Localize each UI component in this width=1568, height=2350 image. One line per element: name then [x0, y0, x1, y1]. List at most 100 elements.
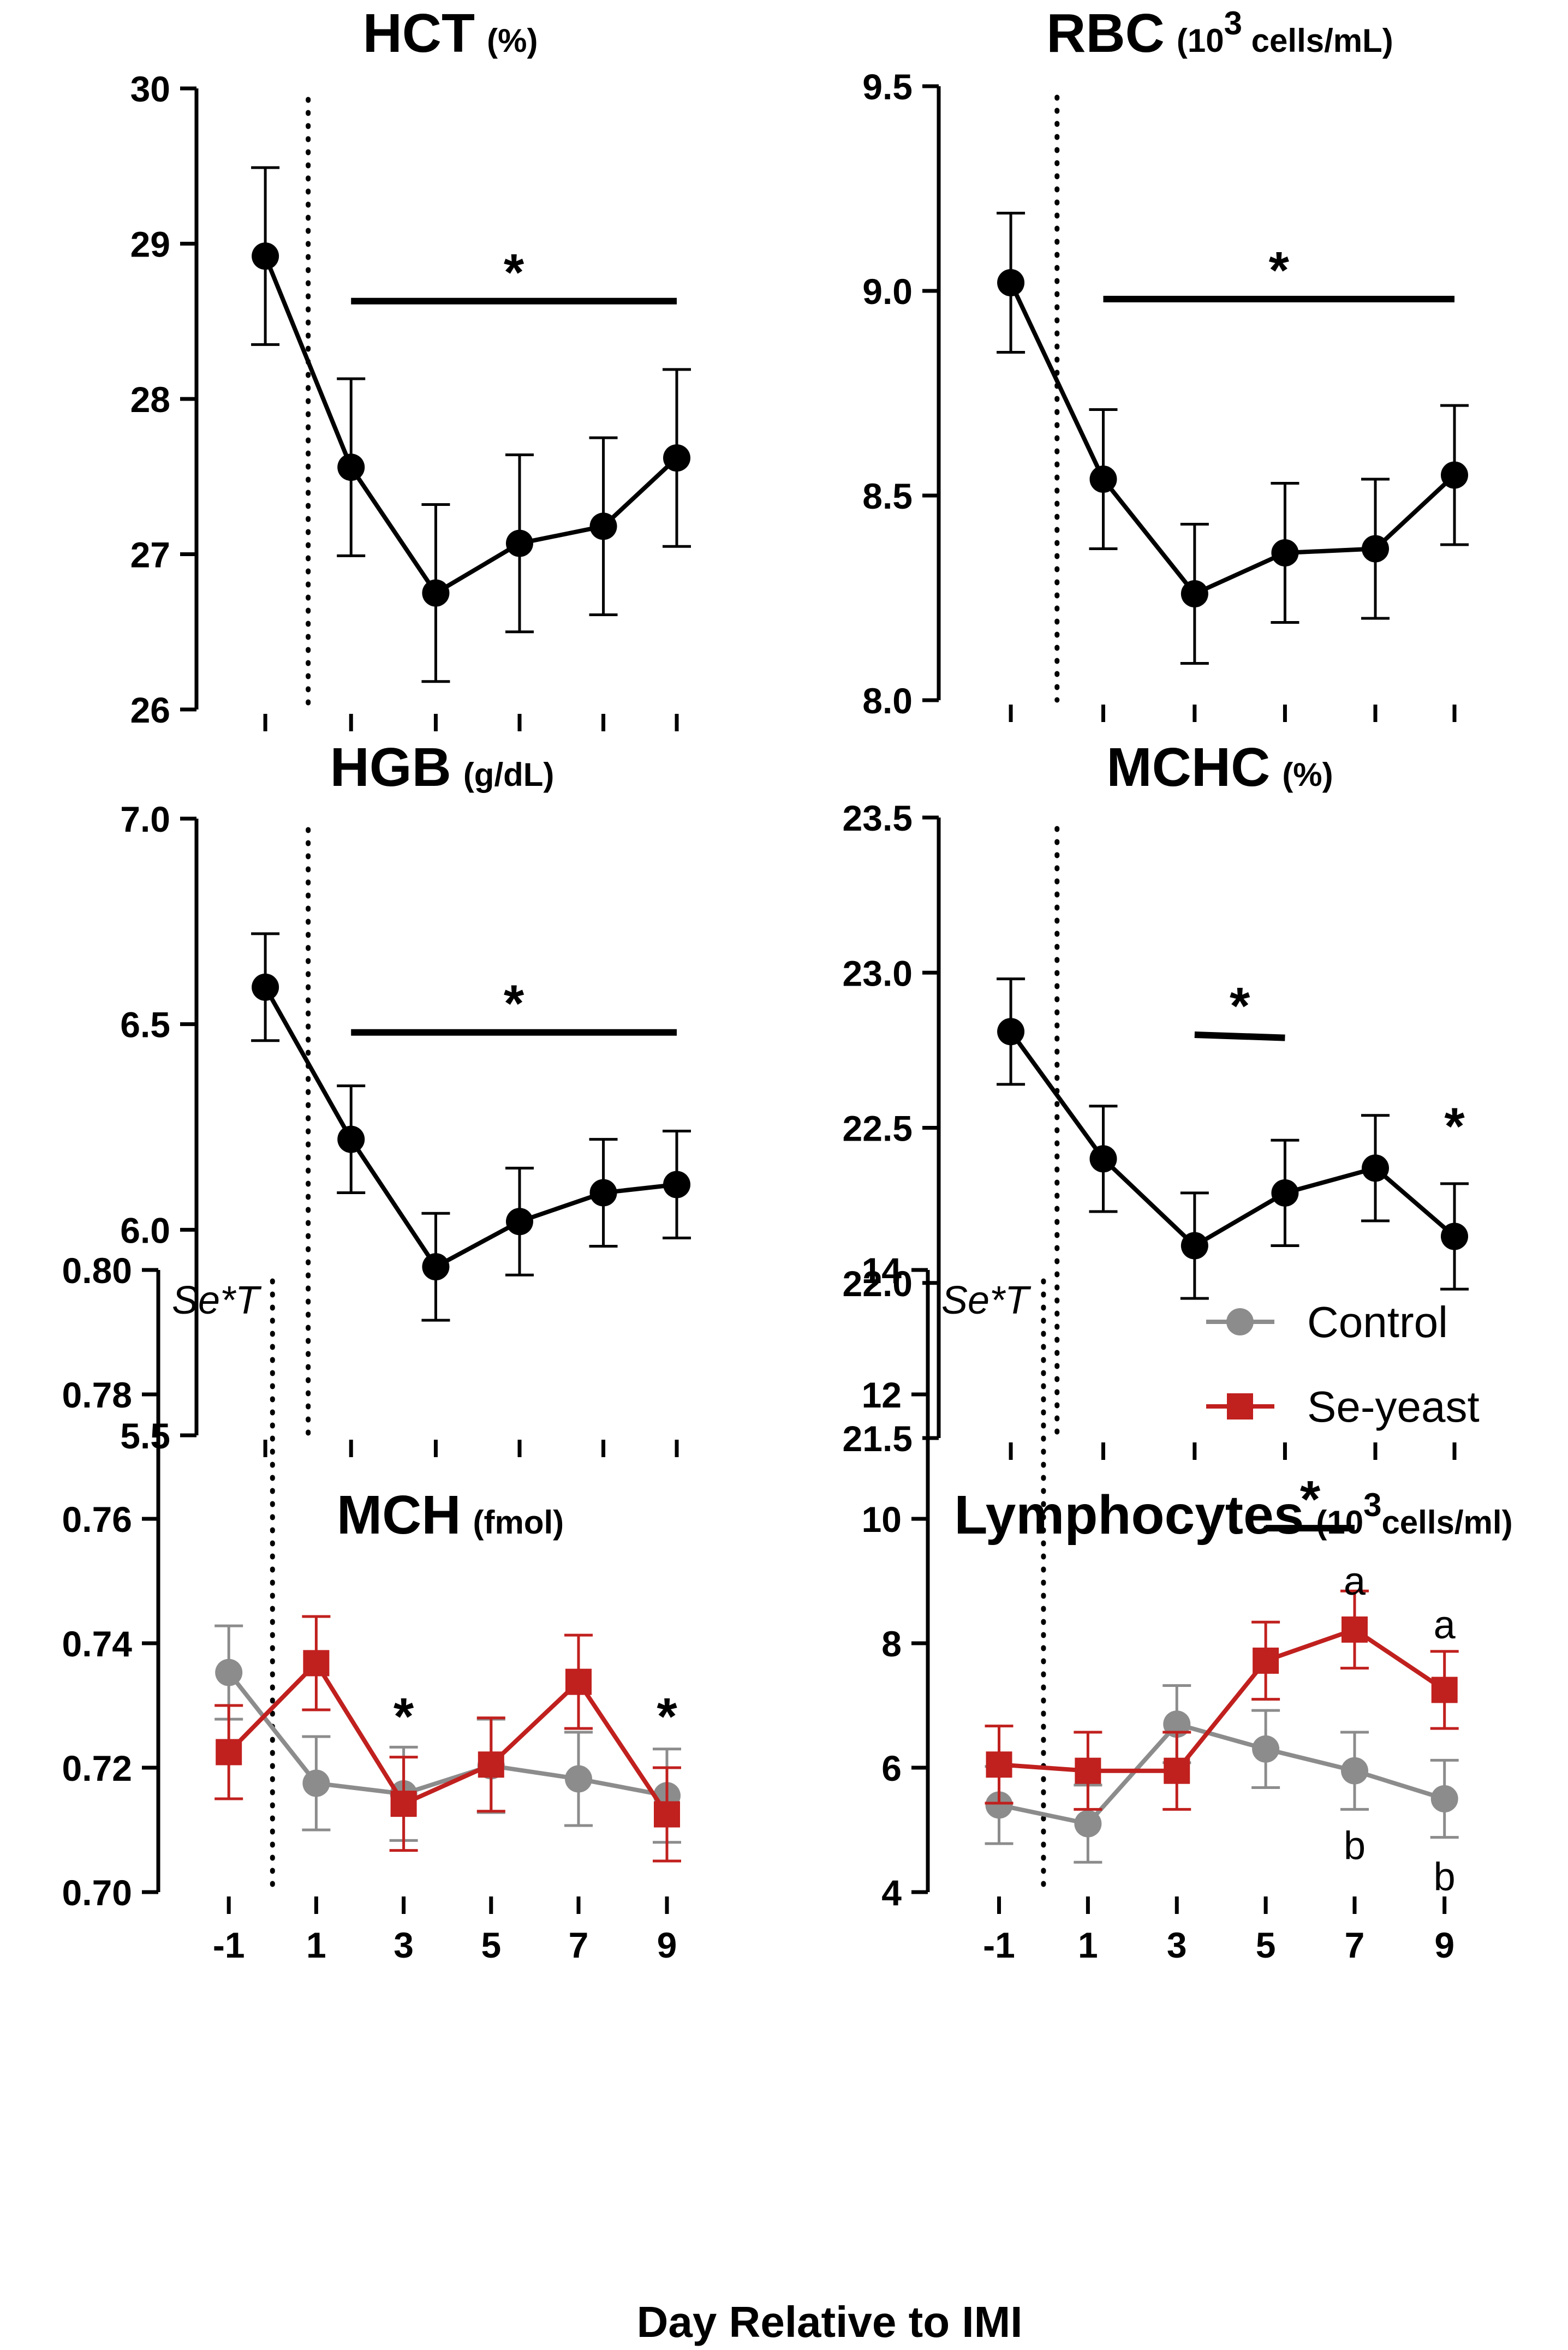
data-point [1089, 466, 1117, 493]
y-tick-label: 8 [881, 1624, 902, 1664]
data-point [302, 1769, 330, 1797]
x-tick-label: -1 [213, 1925, 245, 1965]
legend-marker [1226, 1308, 1254, 1335]
y-tick-label: 7.0 [120, 799, 170, 839]
panel-mchc: MCHC (%) 21.5 22.0 22.5 23.0 23.5 * * [843, 737, 1469, 1460]
x-tick-label: 3 [394, 1925, 414, 1965]
chart-title-main: HGB [330, 737, 451, 798]
chart-title-main: RBC [1046, 3, 1165, 64]
x-tick-label: -1 [983, 1925, 1015, 1965]
chart-title-unit: (%) [1282, 756, 1333, 793]
panel-hgb: HGB (g/dL) 5.5 6.0 6.5 7.0 * [120, 737, 691, 1457]
data-point [1431, 1677, 1458, 1703]
data-point [422, 579, 450, 607]
x-tick-label: 7 [1345, 1925, 1365, 1965]
series-all [997, 212, 1469, 665]
series-se-yeast [985, 1589, 1459, 1811]
data-point [1181, 1232, 1208, 1260]
data-point [654, 1801, 680, 1828]
data-point [1342, 1616, 1368, 1643]
y-tick-label: 0.70 [62, 1872, 132, 1913]
y-tick-label: 22.0 [843, 1263, 913, 1304]
legend-marker [1227, 1393, 1253, 1419]
legend: Control Se-yeast [1206, 1298, 1480, 1431]
data-point [1074, 1810, 1102, 1838]
data-point [422, 1253, 450, 1281]
legend-label: Control [1307, 1298, 1448, 1346]
group-letter: b [1344, 1824, 1366, 1868]
x-tick-label: 9 [657, 1925, 677, 1965]
chart-title-mchc: MCHC (%) [1106, 737, 1333, 798]
data-point [216, 1739, 242, 1766]
data-point [1075, 1757, 1101, 1784]
interaction-note: Se*T [941, 1279, 1032, 1322]
data-point [1252, 1735, 1280, 1763]
data-point [997, 1018, 1025, 1046]
data-point [1271, 539, 1299, 566]
y-tick-label: 0.74 [62, 1624, 133, 1664]
data-point [1089, 1145, 1117, 1173]
data-point [663, 1171, 690, 1198]
data-point [986, 1751, 1012, 1778]
data-point [252, 242, 279, 270]
chart-title-unit-sup: 3 [1224, 5, 1242, 41]
y-tick-label: 0.76 [62, 1499, 132, 1540]
significance-star: * [504, 243, 524, 302]
data-point [1271, 1179, 1299, 1207]
chart-title-hct: HCT (%) [363, 3, 538, 64]
y-tick-label: 27 [130, 535, 170, 575]
chart-title-unit: (fmol) [473, 1504, 564, 1541]
significance-star: * [1300, 1470, 1321, 1529]
chart-title-mch: MCH (fmol) [337, 1484, 564, 1546]
series-line [999, 1627, 1446, 1773]
y-tick-label: 26 [130, 690, 170, 730]
y-tick-label: 21.5 [843, 1418, 913, 1459]
y-tick-label: 9.0 [862, 271, 913, 312]
y-tick-label: 4 [881, 1872, 902, 1913]
y-tick-label: 23.0 [843, 953, 913, 993]
panel-mch: MCH (fmol) 0.70 0.72 0.74 0.76 0.78 0.80 -1 1 3 5 7 9… [62, 1250, 681, 1965]
data-point [1253, 1647, 1279, 1674]
group-letter: a [1344, 1560, 1366, 1603]
series-all [251, 932, 691, 1322]
y-tick-label: 8.5 [862, 476, 913, 516]
data-point [997, 269, 1025, 296]
data-point [337, 1125, 365, 1153]
chart-title-main: MCH [337, 1484, 461, 1546]
chart-title-lymph: Lymphocytes (103cells/ml) [954, 1484, 1512, 1546]
significance-star: * [1444, 1098, 1465, 1156]
legend-label: Se-yeast [1307, 1382, 1480, 1431]
data-point [1362, 1154, 1390, 1182]
data-point [478, 1751, 504, 1778]
data-point [565, 1668, 592, 1695]
data-point [1341, 1757, 1368, 1785]
group-letter: b [1434, 1856, 1456, 1899]
y-tick-label: 6.0 [120, 1210, 170, 1250]
interaction-note: Se*T [172, 1279, 262, 1322]
x-tick-label: 9 [1434, 1925, 1454, 1965]
y-tick-label: 6.5 [120, 1005, 170, 1045]
y-tick-label: 30 [130, 69, 170, 109]
series-line [263, 986, 677, 1270]
data-point [589, 512, 617, 540]
chart-title-unit: (g/dL) [463, 756, 555, 793]
data-point [505, 1208, 533, 1236]
chart-title-main: Lymphocytes [954, 1484, 1304, 1546]
y-tick-label: 14 [862, 1250, 902, 1291]
data-point [1362, 535, 1390, 563]
significance-star: * [1269, 241, 1290, 300]
chart-title-unit-end: cells/mL) [1242, 22, 1393, 59]
chart-title-unit-end: cells/ml) [1381, 1504, 1512, 1541]
chart-title-main: MCHC [1106, 737, 1270, 798]
data-point [337, 454, 365, 481]
significance-bar [1194, 1031, 1285, 1041]
series-line [1009, 1030, 1456, 1249]
data-point [663, 444, 690, 472]
chart-title-hgb: HGB (g/dL) [330, 737, 555, 798]
panel-rbc: RBC (103 cells/mL) 8.0 8.5 9.0 9.5 * [862, 3, 1469, 722]
y-tick-label: 9.5 [862, 67, 913, 107]
y-tick-label: 5.5 [120, 1416, 170, 1456]
data-point [252, 973, 279, 1001]
